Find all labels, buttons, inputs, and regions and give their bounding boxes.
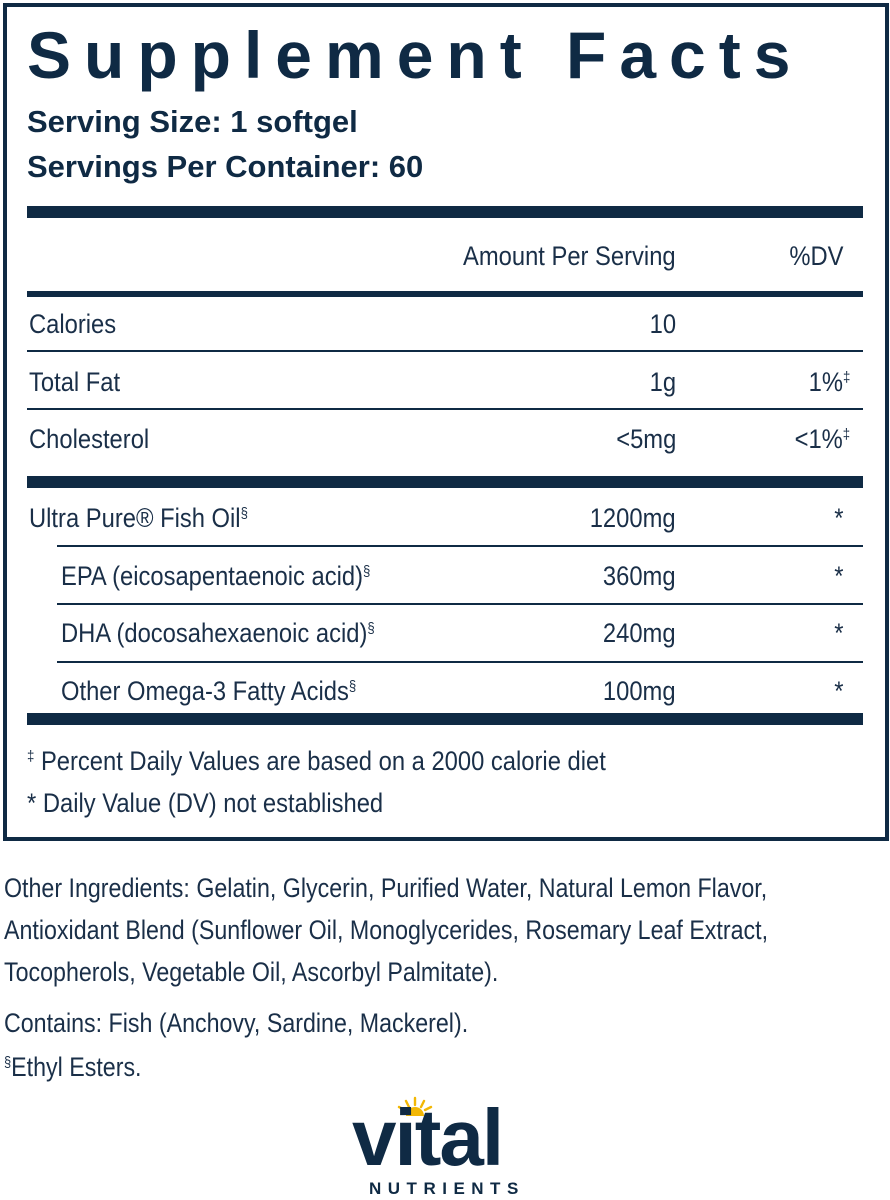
row-divider bbox=[57, 545, 863, 547]
nutrient-dv-text: <1% bbox=[794, 424, 843, 454]
section-mark: § bbox=[367, 620, 375, 637]
nutrient-dv: * bbox=[835, 620, 844, 647]
row-divider bbox=[27, 408, 863, 410]
supplement-facts-panel bbox=[3, 3, 889, 841]
nutrient-amount: 360mg bbox=[603, 561, 676, 591]
nutrient-amount: 1g bbox=[649, 367, 676, 397]
ethyl-esters-text: Ethyl Esters. bbox=[11, 1052, 142, 1082]
sun-rays-icon bbox=[397, 1096, 433, 1116]
footnote-dv-not-established: * Daily Value (DV) not established bbox=[27, 788, 384, 818]
header-amount: Amount Per Serving bbox=[463, 241, 676, 271]
section-mark: § bbox=[4, 1054, 12, 1071]
double-dagger-mark: ‡ bbox=[842, 426, 850, 443]
header-dv: %DV bbox=[789, 241, 844, 271]
nutrient-name: Cholesterol bbox=[29, 426, 149, 453]
other-ingredients-line-1: Other Ingredients: Gelatin, Glycerin, Pu… bbox=[4, 873, 768, 903]
panel-title: Supplement Facts bbox=[27, 18, 804, 92]
nutrient-amount: 100mg bbox=[603, 676, 676, 706]
nutrient-dv-text: 1% bbox=[808, 367, 843, 397]
nutrient-name: Calories bbox=[29, 311, 116, 338]
section-divider bbox=[27, 476, 863, 488]
other-ingredients-line-2: Antioxidant Blend (Sunflower Oil, Monogl… bbox=[4, 915, 769, 945]
brand-logo-subtitle: NUTRIENTS bbox=[369, 1179, 525, 1198]
serving-size: Serving Size: 1 softgel bbox=[27, 104, 358, 139]
nutrient-dv-text: * bbox=[834, 676, 844, 706]
nutrient-name-text: DHA (docosahexaenoic acid) bbox=[61, 618, 368, 648]
nutrient-dv: * bbox=[835, 505, 844, 532]
header-divider bbox=[27, 291, 863, 297]
nutrient-amount: 10 bbox=[649, 309, 676, 339]
double-dagger-mark: ‡ bbox=[27, 748, 35, 765]
nutrient-name: Other Omega-3 Fatty Acids§ bbox=[61, 678, 356, 705]
nutrient-name-text: Ultra Pure® Fish Oil bbox=[29, 503, 241, 533]
section-mark: § bbox=[240, 505, 248, 522]
ethyl-esters-note: §Ethyl Esters. bbox=[4, 1054, 142, 1081]
row-divider bbox=[57, 603, 863, 605]
nutrient-amount: 1200mg bbox=[590, 503, 676, 533]
nutrient-name-text: EPA (eicosapentaenoic acid) bbox=[61, 561, 364, 591]
double-dagger-mark: ‡ bbox=[842, 369, 850, 386]
section-mark: § bbox=[348, 678, 357, 695]
other-ingredients-line-3: Tocopherols, Vegetable Oil, Ascorbyl Pal… bbox=[4, 957, 499, 987]
nutrient-dv: * bbox=[835, 563, 844, 590]
nutrient-dv: <1%‡ bbox=[794, 426, 850, 453]
nutrient-amount: <5mg bbox=[615, 424, 676, 454]
brand-logo-wordmark: vital bbox=[352, 1093, 504, 1182]
nutrient-name: Ultra Pure® Fish Oil§ bbox=[29, 505, 248, 532]
servings-per-container: Servings Per Container: 60 bbox=[27, 149, 424, 184]
nutrient-dv: 1%‡ bbox=[808, 369, 850, 396]
nutrient-dv-text: * bbox=[834, 561, 844, 591]
footnote-daily-values: ‡ Percent Daily Values are based on a 20… bbox=[27, 748, 606, 775]
thick-divider-top bbox=[27, 206, 863, 218]
contains-allergens: Contains: Fish (Anchovy, Sardine, Macker… bbox=[4, 1008, 469, 1038]
nutrient-name-text: Other Omega-3 Fatty Acids bbox=[61, 676, 349, 706]
nutrient-name: Total Fat bbox=[29, 369, 120, 396]
row-divider bbox=[27, 350, 863, 352]
nutrient-name: DHA (docosahexaenoic acid)§ bbox=[61, 620, 375, 647]
nutrient-name-text: Cholesterol bbox=[29, 424, 150, 454]
nutrient-name-text: Total Fat bbox=[29, 367, 121, 397]
nutrient-amount: 240mg bbox=[603, 618, 676, 648]
nutrient-dv-text: * bbox=[834, 618, 844, 648]
row-divider bbox=[57, 661, 863, 663]
nutrient-name-text: Calories bbox=[29, 309, 117, 339]
nutrient-name: EPA (eicosapentaenoic acid)§ bbox=[61, 563, 370, 590]
nutrient-dv-text: * bbox=[834, 503, 844, 533]
section-mark: § bbox=[363, 563, 371, 580]
thick-divider-bottom bbox=[27, 713, 863, 725]
footnote-daily-values-text: Percent Daily Values are based on a 2000… bbox=[34, 746, 606, 776]
nutrient-dv: * bbox=[835, 678, 844, 705]
